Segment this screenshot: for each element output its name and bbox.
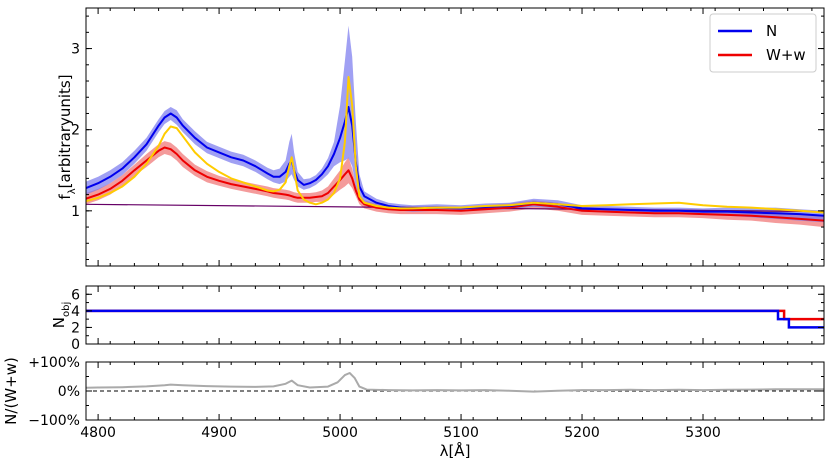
count-plot-area bbox=[86, 309, 824, 329]
model-line bbox=[86, 76, 824, 214]
ratio-y-axis-label: N/(W+w) bbox=[2, 357, 20, 425]
x-tick-label: 5000 bbox=[322, 425, 358, 441]
y-tick-label: 1 bbox=[71, 204, 80, 220]
legend: N W+w bbox=[709, 13, 817, 73]
series-line-w bbox=[86, 146, 824, 222]
spectrum-panel: 1 2 3 fλ[arbitraryunits] N W+w bbox=[56, 7, 825, 267]
spectrum-plot-area bbox=[86, 25, 824, 228]
y-tick-label: 3 bbox=[71, 42, 80, 58]
spectrum-y-label-rest: [arbitraryunits] bbox=[56, 74, 74, 188]
count-y-label-sub: obj bbox=[61, 302, 72, 317]
legend-label-w: W+w bbox=[766, 46, 806, 64]
x-tick-label: 5300 bbox=[685, 425, 721, 441]
y-tick-label: 4 bbox=[71, 304, 80, 320]
count-y-label-main: N bbox=[50, 317, 68, 328]
spectrum-y-axis-label: fλ[arbitraryunits] bbox=[56, 74, 78, 199]
x-tick-label: 4900 bbox=[201, 425, 237, 441]
y-tick-label: 0% bbox=[58, 384, 80, 400]
legend-box bbox=[709, 13, 817, 73]
y-tick-label: 6 bbox=[71, 287, 80, 303]
count-line-n bbox=[86, 309, 824, 329]
count-x-ticks bbox=[85, 286, 813, 344]
n-uncertainty-band bbox=[86, 25, 824, 223]
legend-label-n: N bbox=[766, 22, 777, 40]
spectrum-x-ticks bbox=[85, 8, 813, 266]
y-tick-label: −100% bbox=[28, 413, 80, 429]
x-tick-label: 5100 bbox=[443, 425, 479, 441]
ratio-line bbox=[86, 372, 824, 393]
spectrum-y-ticks: 1 2 3 bbox=[71, 15, 824, 261]
y-tick-label: +100% bbox=[28, 355, 80, 371]
series-line-n bbox=[86, 106, 824, 217]
spectrum-frame bbox=[85, 7, 825, 267]
spectrum-y-label-sub: λ bbox=[67, 188, 78, 194]
y-tick-label: 2 bbox=[71, 123, 80, 139]
x-tick-label: 5200 bbox=[564, 425, 600, 441]
count-y-axis-label: Nobj bbox=[50, 302, 72, 328]
spectrum-y-label-main: f bbox=[56, 194, 74, 200]
ratio-y-ticks: +100% 0% −100% bbox=[28, 355, 824, 429]
x-axis-label: λ[Å] bbox=[440, 441, 471, 460]
y-tick-label: 2 bbox=[71, 320, 80, 336]
y-tick-label: 0 bbox=[71, 337, 80, 353]
x-tick-label: 4800 bbox=[80, 425, 116, 441]
ratio-panel: +100% 0% −100% 4800 4900 5000 5100 5200 5300 N/… bbox=[2, 355, 825, 460]
ratio-plot-area bbox=[86, 372, 824, 393]
ratio-x-ticks: 4800 4900 5000 5100 5200 5300 bbox=[80, 362, 813, 441]
count-frame bbox=[85, 285, 825, 345]
